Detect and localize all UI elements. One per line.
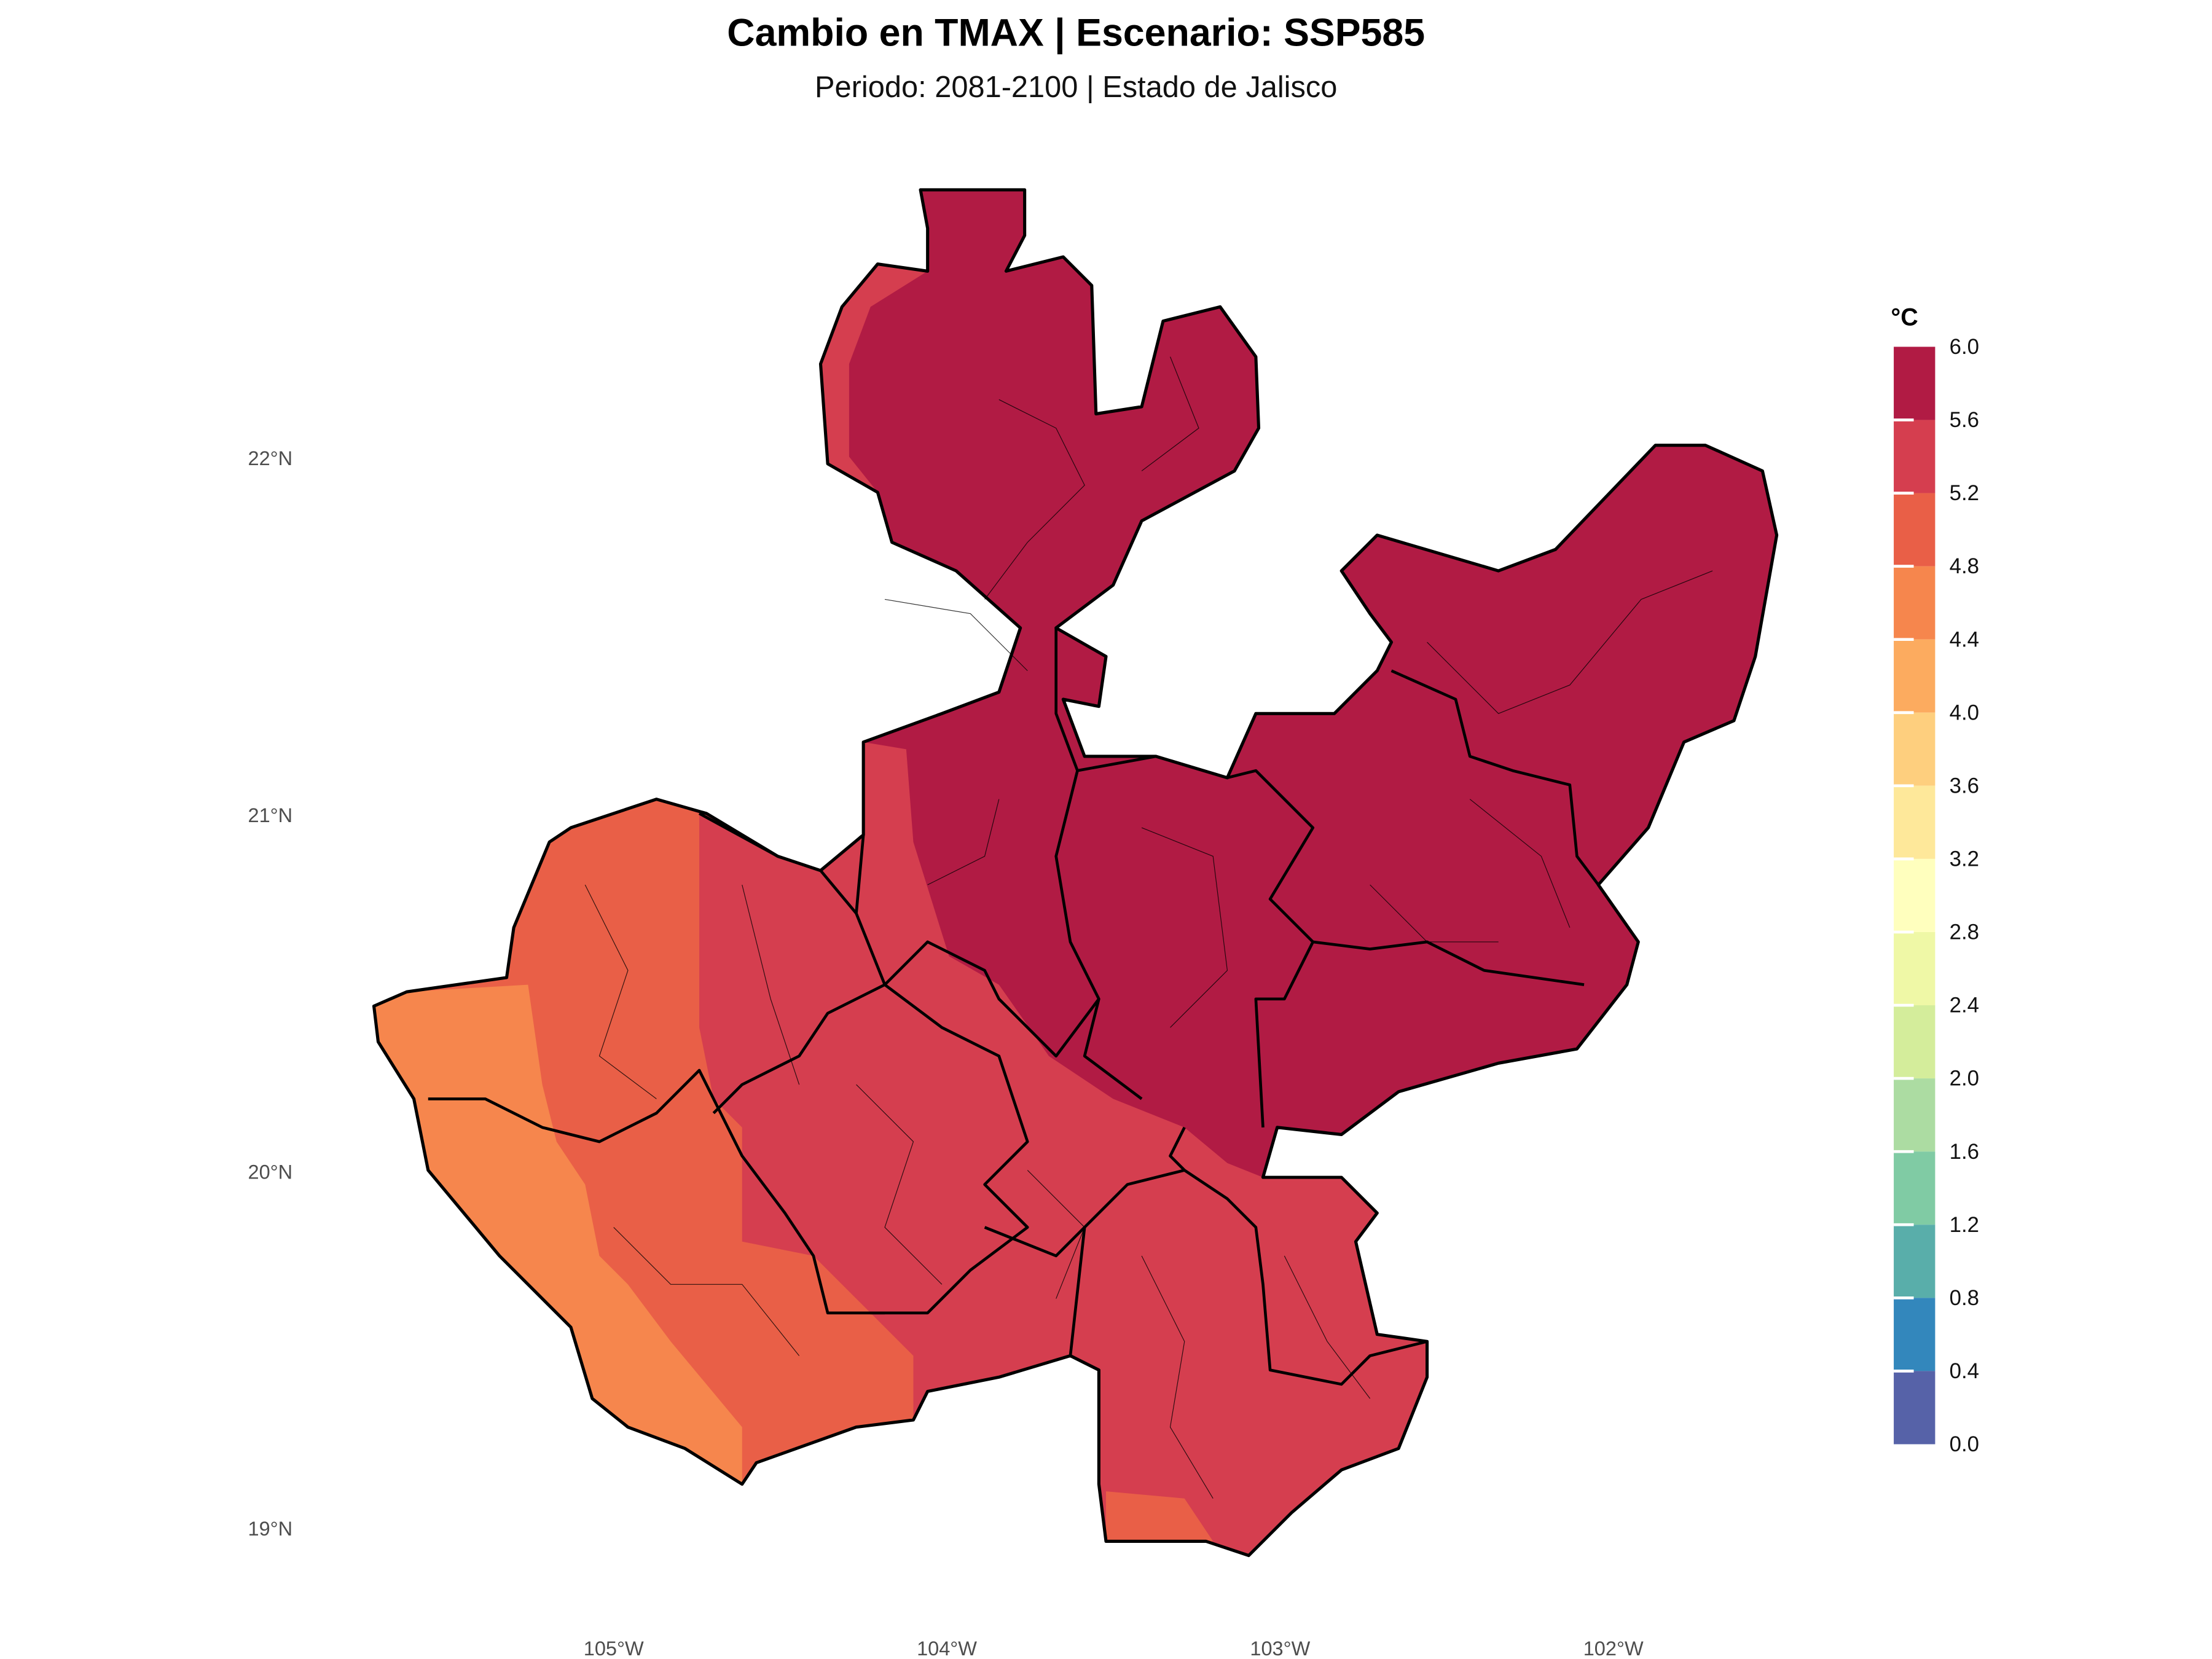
legend-label: 4.0 xyxy=(1950,700,1979,724)
legend-label: 5.2 xyxy=(1950,481,1979,505)
legend-bin xyxy=(1894,1005,1936,1079)
legend-bin xyxy=(1894,1151,1936,1225)
y-tick-label: 22°N xyxy=(248,447,293,469)
legend-bin xyxy=(1894,1078,1936,1152)
legend-labels: 6.0 5.6 5.2 4.8 4.4 4.0 3.6 3.2 2.8 2.4 2.0 1.6 1.2 0… xyxy=(1950,335,1979,1456)
legend-label: 3.2 xyxy=(1950,847,1979,871)
y-tick-label: 20°N xyxy=(248,1161,293,1183)
legend-bin xyxy=(1894,639,1936,713)
legend-label: 0.4 xyxy=(1950,1359,1979,1383)
legend-bin xyxy=(1894,493,1936,567)
x-tick-label: 104°W xyxy=(917,1637,977,1659)
legend-bin xyxy=(1894,785,1936,859)
legend-label: 4.8 xyxy=(1950,554,1979,578)
state-outline xyxy=(372,188,1779,1558)
legend-label: 1.2 xyxy=(1950,1213,1979,1237)
legend-bin xyxy=(1894,420,1936,493)
legend-bin xyxy=(1894,858,1936,932)
legend-label: 0.8 xyxy=(1950,1286,1979,1310)
legend-bin xyxy=(1894,566,1936,640)
x-tick-label: 103°W xyxy=(1250,1637,1310,1659)
legend-bin xyxy=(1894,1371,1936,1445)
legend-label: 2.8 xyxy=(1950,920,1979,944)
legend-colorbar xyxy=(1894,347,1936,1445)
legend: °C 6.0 5.6 5.2 4.8 4.4 4.0 3.6 3.2 2.8 2.4 2.0 1.6 1… xyxy=(1891,304,1979,1457)
municipal-boundaries xyxy=(584,356,1713,1499)
legend-label: 5.6 xyxy=(1950,408,1979,432)
legend-label: 6.0 xyxy=(1950,335,1979,359)
legend-label: 4.4 xyxy=(1950,627,1979,651)
y-tick-label: 19°N xyxy=(248,1518,293,1540)
legend-label: 2.0 xyxy=(1950,1067,1979,1091)
zone-5.6-6.0 xyxy=(849,189,1777,1178)
zone-4.8-5.2-south xyxy=(1106,1491,1214,1542)
legend-title: °C xyxy=(1891,304,1918,331)
x-tick-label: 105°W xyxy=(584,1637,644,1659)
legend-label: 1.6 xyxy=(1950,1140,1979,1164)
legend-label: 3.6 xyxy=(1950,774,1979,798)
chart-subtitle: Periodo: 2081-2100 | Estado de Jalisco xyxy=(815,71,1337,104)
legend-bin xyxy=(1894,931,1936,1006)
legend-bin xyxy=(1894,1225,1936,1298)
x-axis: 105°W 104°W 103°W 102°W xyxy=(584,1637,1644,1659)
map xyxy=(372,188,1779,1558)
y-tick-label: 21°N xyxy=(248,804,293,826)
legend-bin xyxy=(1894,712,1936,786)
legend-label: 2.4 xyxy=(1950,994,1979,1018)
legend-bin xyxy=(1894,1298,1936,1371)
y-axis: 22°N 21°N 20°N 19°N xyxy=(248,447,293,1540)
legend-bin xyxy=(1894,347,1936,420)
zone-4.4-4.8 xyxy=(374,984,742,1484)
legend-label: 0.0 xyxy=(1950,1432,1979,1456)
chart-title: Cambio en TMAX | Escenario: SSP585 xyxy=(727,11,1425,54)
x-tick-label: 102°W xyxy=(1583,1637,1644,1659)
